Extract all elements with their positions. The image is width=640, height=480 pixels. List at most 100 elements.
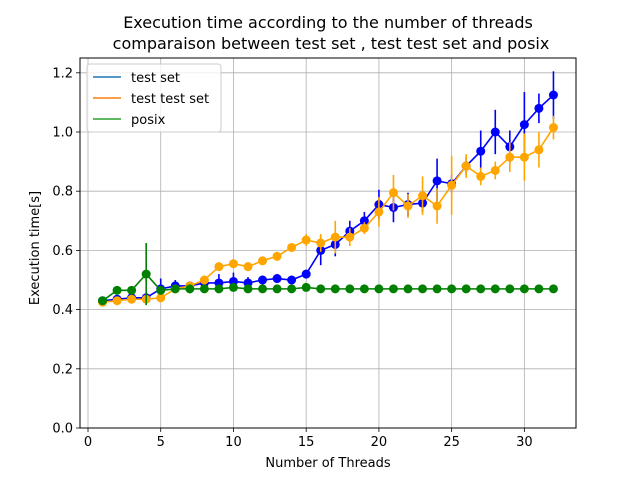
data-point	[330, 232, 340, 242]
data-point	[476, 284, 486, 294]
data-point	[199, 284, 209, 294]
data-point	[272, 274, 282, 284]
x-tick-label: 10	[225, 435, 242, 450]
data-point	[476, 171, 486, 181]
y-tick-label: 0.0	[52, 422, 73, 437]
data-point	[403, 201, 413, 211]
data-point	[170, 284, 180, 294]
y-tick-label: 0.2	[52, 362, 73, 377]
data-point	[214, 284, 224, 294]
data-point	[214, 262, 224, 272]
data-point	[548, 123, 558, 133]
legend: test set test test set posix	[86, 63, 222, 133]
data-point	[418, 284, 428, 294]
data-point	[156, 285, 166, 295]
data-point	[359, 216, 369, 226]
x-tick-label: 0	[84, 435, 92, 450]
axes: 0 5 10 15 20 25 30 0.0 0.2 0.4 0.6 0.8 1.0 1.2	[52, 66, 532, 450]
plot-series	[98, 71, 558, 307]
data-point	[345, 232, 355, 242]
data-point	[98, 296, 108, 306]
legend-item: test set	[93, 71, 180, 86]
data-point	[345, 284, 355, 294]
data-point	[490, 284, 500, 294]
data-point	[112, 296, 122, 306]
data-point	[461, 284, 471, 294]
data-point	[505, 284, 515, 294]
data-point	[287, 284, 297, 294]
series-test-test-set	[98, 115, 558, 307]
data-point	[185, 284, 195, 294]
legend-label: posix	[131, 113, 166, 128]
data-point	[548, 90, 558, 100]
x-tick-label: 25	[443, 435, 460, 450]
data-point	[301, 235, 311, 245]
data-point	[490, 165, 500, 175]
legend-box	[86, 63, 222, 133]
y-tick-label: 0.4	[52, 303, 73, 318]
data-point	[287, 242, 297, 252]
data-point	[490, 127, 500, 137]
x-tick-label: 15	[298, 435, 315, 450]
y-tick-label: 1.0	[52, 126, 73, 141]
legend-label: test test set	[131, 92, 209, 107]
x-tick-label: 5	[157, 435, 165, 450]
x-axis-label: Number of Threads	[265, 456, 390, 471]
data-point	[199, 275, 209, 285]
data-point	[228, 259, 238, 269]
data-point	[359, 284, 369, 294]
data-point	[330, 284, 340, 294]
y-tick-label: 0.8	[52, 185, 73, 200]
y-tick-label: 1.2	[52, 66, 73, 81]
data-point	[301, 269, 311, 279]
data-point	[141, 269, 151, 279]
series-posix	[98, 243, 558, 306]
data-point	[127, 285, 137, 295]
x-tick-label: 20	[371, 435, 388, 450]
y-axis-label: Execution time[s]	[28, 191, 43, 305]
data-point	[447, 180, 457, 190]
data-point	[418, 191, 428, 201]
plot-frame	[79, 57, 577, 429]
data-point	[461, 161, 471, 171]
data-point	[258, 275, 268, 285]
data-point	[388, 188, 398, 198]
data-point	[272, 284, 282, 294]
data-point	[301, 282, 311, 292]
data-point	[432, 176, 442, 186]
data-point	[112, 285, 122, 295]
legend-item: posix	[93, 113, 166, 128]
legend-label: test set	[131, 71, 180, 86]
data-point	[127, 294, 137, 304]
data-point	[316, 284, 326, 294]
data-point	[374, 207, 384, 217]
data-point	[156, 293, 166, 303]
data-point	[534, 284, 544, 294]
data-point	[243, 284, 253, 294]
data-point	[258, 284, 268, 294]
data-point	[519, 284, 529, 294]
data-point	[316, 238, 326, 248]
data-point	[287, 275, 297, 285]
data-point	[228, 282, 238, 292]
data-point	[388, 284, 398, 294]
data-point	[272, 251, 282, 261]
data-point	[374, 284, 384, 294]
data-point	[432, 201, 442, 211]
data-point	[243, 262, 253, 272]
data-point	[447, 284, 457, 294]
data-point	[403, 284, 413, 294]
data-point	[534, 103, 544, 113]
data-point	[476, 146, 486, 156]
y-tick-label: 0.6	[52, 244, 73, 259]
legend-item: test test set	[93, 92, 209, 107]
data-point	[534, 145, 544, 155]
data-point	[519, 120, 529, 130]
chart-subtitle: comparaison between test set , test test…	[113, 34, 550, 53]
data-point	[432, 284, 442, 294]
data-point	[548, 284, 558, 294]
data-point	[258, 256, 268, 266]
x-tick-label: 30	[516, 435, 533, 450]
series-line	[102, 127, 555, 303]
chart-title: Execution time according to the number o…	[123, 13, 533, 32]
